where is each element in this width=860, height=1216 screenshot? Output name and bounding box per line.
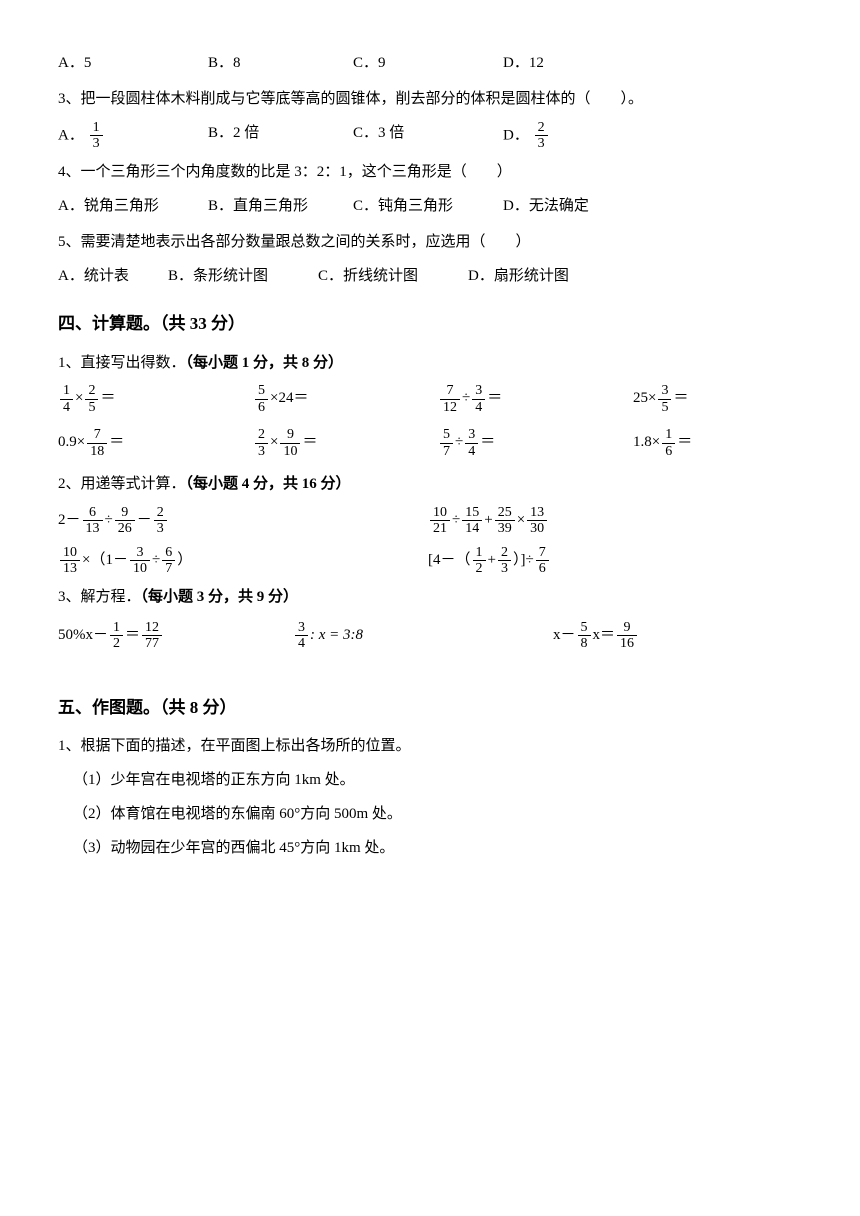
q3-text: 3、把一段圆柱体木料削成与它等底等高的圆锥体，削去部分的体积是圆柱体的（ ）。	[58, 86, 802, 114]
eq-2-2: [4－（ 12 + 23 ）]÷ 76	[428, 545, 551, 577]
sec4-sub2: 2、用递等式计算．（每小题 4 分，共 16 分）	[58, 471, 802, 499]
calc-1-1: 14 × 25 ＝	[58, 383, 253, 415]
eq3-3: x－ 58 x＝ 916	[553, 620, 639, 652]
q3-opt-d: D． 23	[503, 120, 550, 152]
q3-options: A． 13 B．2 倍 C．3 倍 D． 23	[58, 120, 802, 152]
calc-2-3: 57 ÷ 34 ＝	[438, 427, 633, 459]
section-4-title: 四、计算题。（共 33 分）	[58, 308, 802, 339]
calc-row-1: 14 × 25 ＝ 56 ×24＝ 712 ÷ 34 ＝ 25× 35 ＝	[58, 383, 802, 415]
q2-opt-c: C．9	[353, 50, 503, 78]
eq3-row: 50%x－ 12 ＝ 1277 34 : x = 3:8 x－ 58 x＝ 91…	[58, 620, 802, 652]
q5-opt-d: D．扇形统计图	[468, 263, 569, 291]
q5-opt-b: B．条形统计图	[168, 263, 318, 291]
sec5-i1: （1）少年宫在电视塔的正东方向 1km 处。	[58, 767, 802, 795]
q2-opt-b: B．8	[208, 50, 353, 78]
q4-opt-c: C．钝角三角形	[353, 193, 503, 221]
eq-1-1: 2－ 613 ÷ 926 － 23	[58, 505, 428, 537]
eq-row-2: 1013 ×（1－ 310 ÷ 67 ） [4－（ 12 + 23 ）]÷ 76	[58, 545, 802, 577]
sec4-sub3: 3、解方程．（每小题 3 分，共 9 分）	[58, 584, 802, 612]
q3-opt-a: A． 13	[58, 120, 208, 152]
eq3-2: 34 : x = 3:8	[293, 620, 553, 652]
q3-opt-c: C．3 倍	[353, 120, 503, 152]
frac-1-3: 13	[90, 120, 103, 152]
eq-row-1: 2－ 613 ÷ 926 － 23 1021 ÷ 1514 + 2539 × 1…	[58, 505, 802, 537]
calc-row-2: 0.9× 718 ＝ 23 × 910 ＝ 57 ÷ 34 ＝ 1.8× 16 …	[58, 427, 802, 459]
calc-2-4: 1.8× 16 ＝	[633, 427, 692, 459]
q2-opt-a: A．5	[58, 50, 208, 78]
q4-opt-b: B．直角三角形	[208, 193, 353, 221]
sec5-i2: （2）体育馆在电视塔的东偏南 60°方向 500m 处。	[58, 801, 802, 829]
sec5-i3: （3）动物园在少年宫的西偏北 45°方向 1km 处。	[58, 835, 802, 863]
q3-opt-b: B．2 倍	[208, 120, 353, 152]
calc-2-2: 23 × 910 ＝	[253, 427, 438, 459]
calc-1-2: 56 ×24＝	[253, 383, 438, 415]
q4-options: A．锐角三角形 B．直角三角形 C．钝角三角形 D．无法确定	[58, 193, 802, 221]
q5-opt-a: A．统计表	[58, 263, 168, 291]
q2-options: A．5 B．8 C．9 D．12	[58, 50, 802, 78]
q4-opt-d: D．无法确定	[503, 193, 589, 221]
eq3-1: 50%x－ 12 ＝ 1277	[58, 620, 293, 652]
sec5-q1: 1、根据下面的描述，在平面图上标出各场所的位置。	[58, 733, 802, 761]
q5-options: A．统计表 B．条形统计图 C．折线统计图 D．扇形统计图	[58, 263, 802, 291]
calc-2-1: 0.9× 718 ＝	[58, 427, 253, 459]
q4-opt-a: A．锐角三角形	[58, 193, 208, 221]
calc-1-3: 712 ÷ 34 ＝	[438, 383, 633, 415]
frac-2-3: 23	[535, 120, 548, 152]
eq-1-2: 1021 ÷ 1514 + 2539 × 1330	[428, 505, 549, 537]
eq-2-1: 1013 ×（1－ 310 ÷ 67 ）	[58, 545, 428, 577]
sec4-sub1: 1、直接写出得数．（每小题 1 分，共 8 分）	[58, 350, 802, 378]
q5-text: 5、需要清楚地表示出各部分数量跟总数之间的关系时，应选用（ ）	[58, 229, 802, 257]
section-5-title: 五、作图题。（共 8 分）	[58, 692, 802, 723]
q4-text: 4、一个三角形三个内角度数的比是 3：2：1，这个三角形是（ ）	[58, 159, 802, 187]
calc-1-4: 25× 35 ＝	[633, 383, 688, 415]
q2-opt-d: D．12	[503, 50, 544, 78]
q5-opt-c: C．折线统计图	[318, 263, 468, 291]
